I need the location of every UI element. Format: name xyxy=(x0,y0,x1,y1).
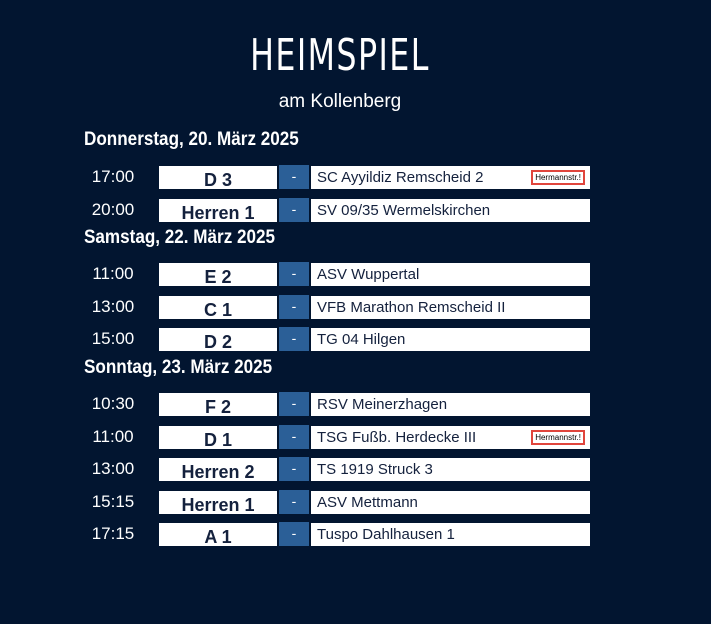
opponent: ASV Wuppertal xyxy=(311,263,590,286)
home-team: C 1 xyxy=(159,296,277,319)
game-time: 20:00 xyxy=(91,200,135,219)
home-team: Herren 1 xyxy=(159,491,277,514)
page-subtitle: am Kollenberg xyxy=(278,91,402,112)
opponent: TG 04 Hilgen xyxy=(311,328,590,351)
game-time: 13:00 xyxy=(91,459,135,478)
separator: - xyxy=(279,392,309,416)
game-time: 15:15 xyxy=(91,492,135,511)
venue-badge: Hermannstr.! xyxy=(531,170,585,185)
home-team: A 1 xyxy=(159,523,277,546)
separator: - xyxy=(279,295,309,319)
game-row: 13:00 Herren 2 - TS 1919 Struck 3 xyxy=(0,457,711,482)
home-team: D 3 xyxy=(159,166,277,189)
game-row: 20:00 Herren 1 - SV 09/35 Wermelskirchen xyxy=(0,198,711,223)
game-time: 17:00 xyxy=(91,167,135,186)
game-row: 13:00 C 1 - VFB Marathon Remscheid II xyxy=(0,295,711,320)
game-row: 15:00 D 2 - TG 04 Hilgen xyxy=(0,327,711,352)
day-heading: Donnerstag, 20. März 2025 xyxy=(84,129,299,150)
opponent: TS 1919 Struck 3 xyxy=(311,458,590,481)
opponent: SC Ayyildiz Remscheid 2 xyxy=(317,169,484,186)
game-row: 17:00 D 3 - SC Ayyildiz Remscheid 2 Herma… xyxy=(0,165,711,190)
separator: - xyxy=(279,327,309,351)
home-team: D 1 xyxy=(159,426,277,449)
game-time: 15:00 xyxy=(91,329,135,348)
opponent: Tuspo Dahlhausen 1 xyxy=(311,523,590,546)
separator: - xyxy=(279,165,309,189)
day-heading: Sonntag, 23. März 2025 xyxy=(84,357,273,378)
page-title: HEIMSPIEL xyxy=(250,30,430,81)
opponent-cell: TSG Fußb. Herdecke III Hermannstr.! xyxy=(311,426,590,449)
opponent: RSV Meinerzhagen xyxy=(311,393,590,416)
game-time: 11:00 xyxy=(92,427,134,446)
game-time: 11:00 xyxy=(92,264,134,283)
separator: - xyxy=(279,262,309,286)
game-time: 17:15 xyxy=(91,524,135,543)
opponent: VFB Marathon Remscheid II xyxy=(311,296,590,319)
game-row: 11:00 E 2 - ASV Wuppertal xyxy=(0,262,711,287)
home-team: D 2 xyxy=(159,328,277,351)
separator: - xyxy=(279,490,309,514)
game-row: 17:15 A 1 - Tuspo Dahlhausen 1 xyxy=(0,522,711,547)
game-row: 11:00 D 1 - TSG Fußb. Herdecke III Herman… xyxy=(0,425,711,450)
venue-badge: Hermannstr.! xyxy=(531,430,585,445)
home-team: Herren 1 xyxy=(159,199,277,222)
opponent: TSG Fußb. Herdecke III xyxy=(317,429,477,446)
opponent: ASV Mettmann xyxy=(311,491,590,514)
separator: - xyxy=(279,198,309,222)
game-time: 13:00 xyxy=(91,297,135,316)
separator: - xyxy=(279,425,309,449)
home-team: E 2 xyxy=(159,263,277,286)
separator: - xyxy=(279,457,309,481)
game-row: 10:30 F 2 - RSV Meinerzhagen xyxy=(0,392,711,417)
home-team: Herren 2 xyxy=(159,458,277,481)
home-team: F 2 xyxy=(159,393,277,416)
day-heading: Samstag, 22. März 2025 xyxy=(84,227,276,248)
opponent: SV 09/35 Wermelskirchen xyxy=(311,199,590,222)
game-time: 10:30 xyxy=(91,394,135,413)
opponent-cell: SC Ayyildiz Remscheid 2 Hermannstr.! xyxy=(311,166,590,189)
separator: - xyxy=(279,522,309,546)
game-row: 15:15 Herren 1 - ASV Mettmann xyxy=(0,490,711,515)
